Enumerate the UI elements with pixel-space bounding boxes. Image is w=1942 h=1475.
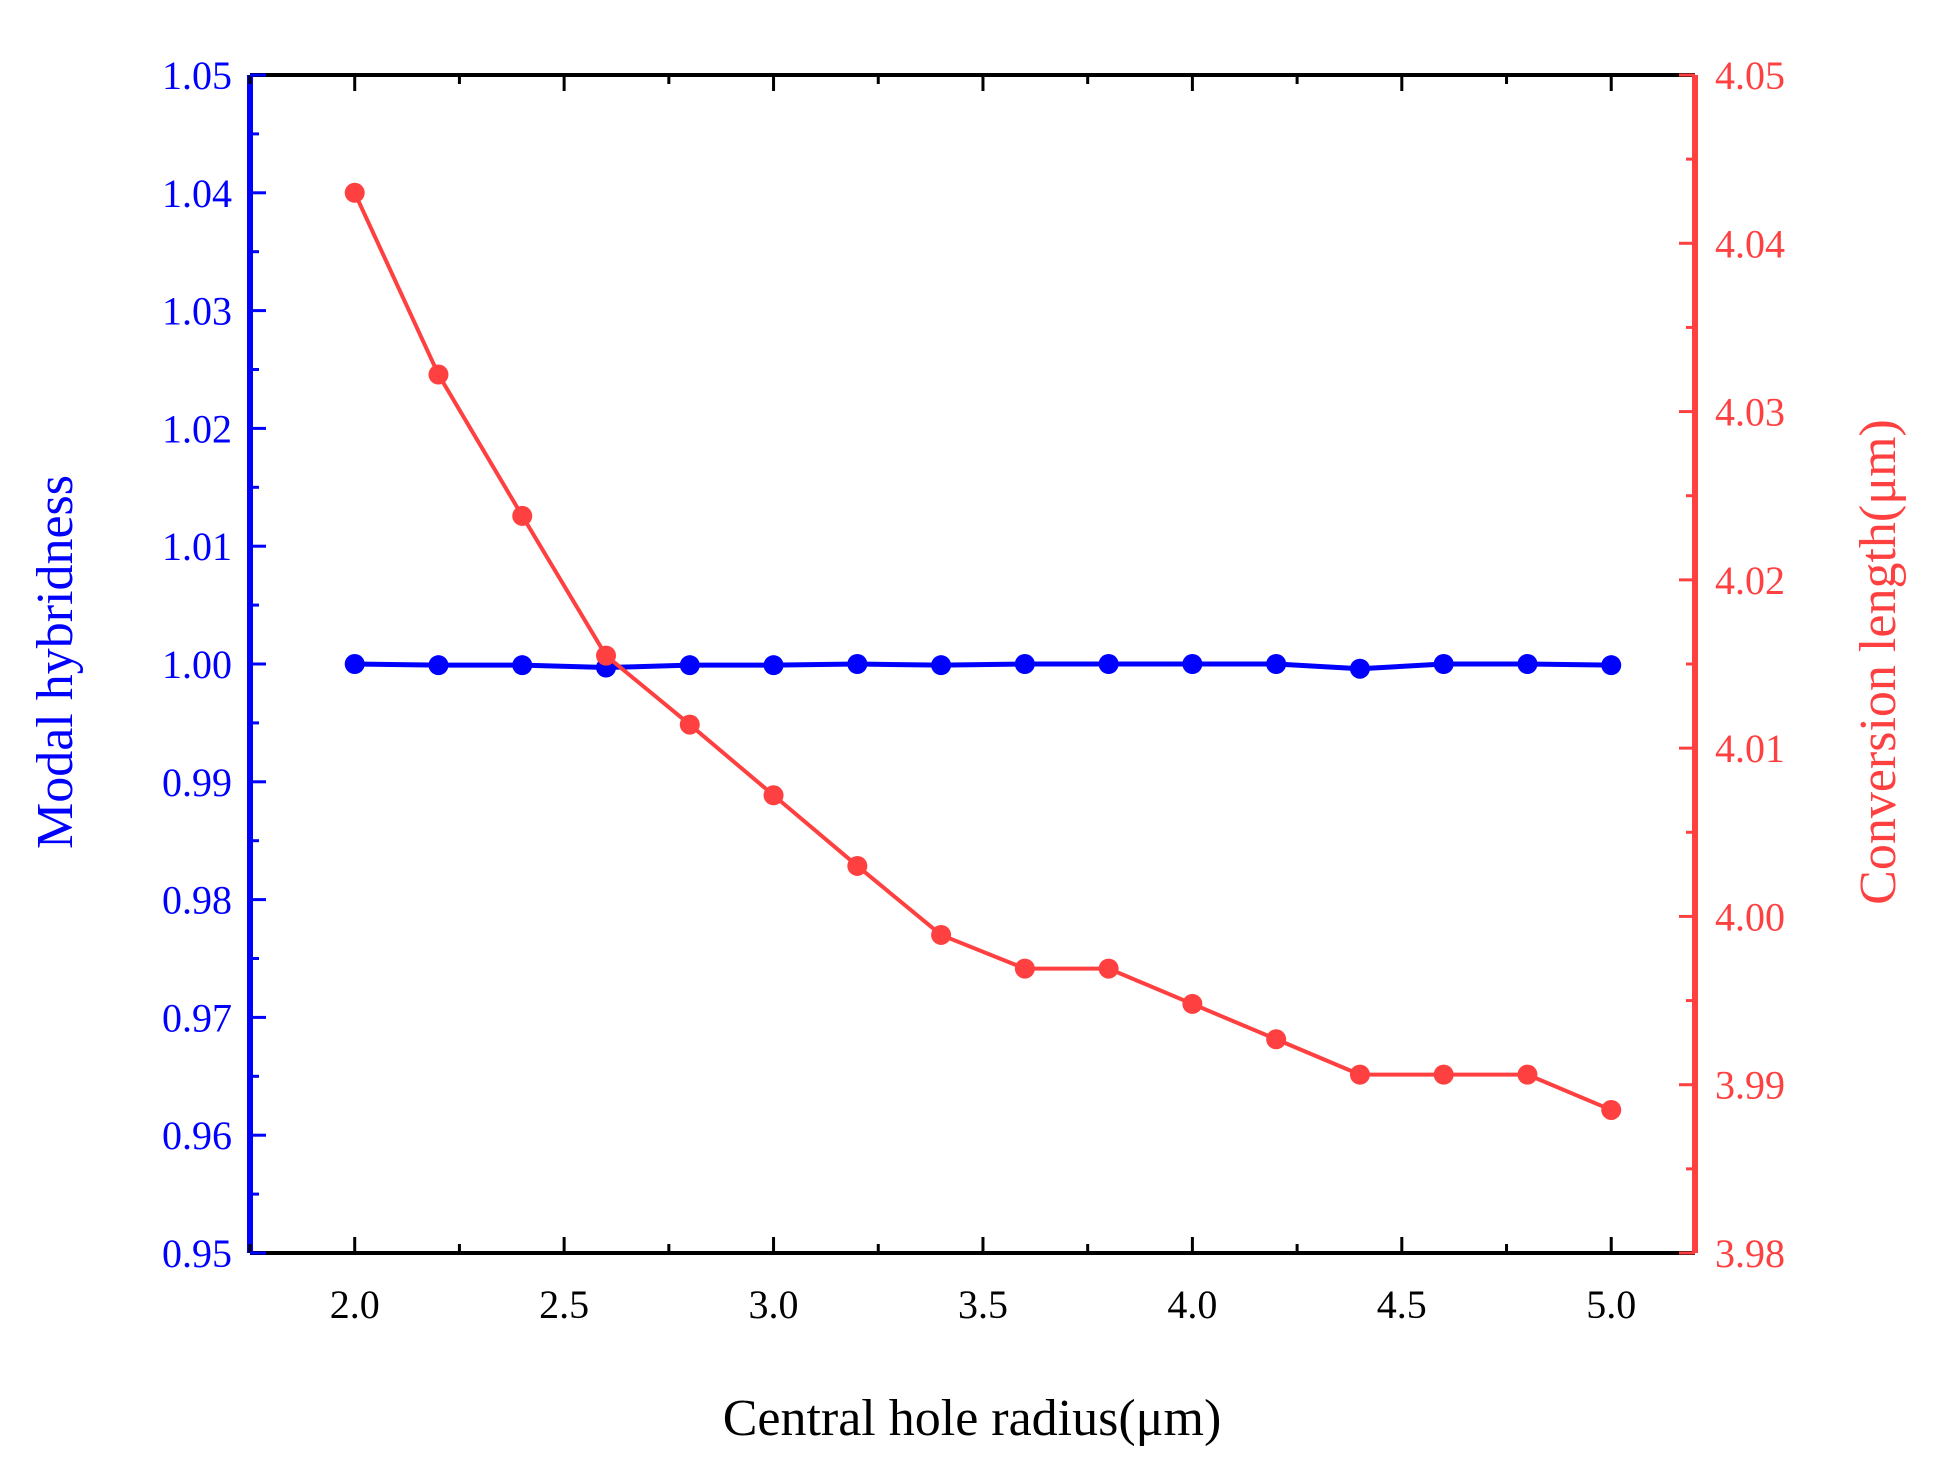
- x-tick-label: 2.5: [539, 1282, 589, 1327]
- data-point: [1014, 654, 1035, 674]
- y-left-tick-label: 1.04: [162, 171, 232, 216]
- x-tick-label: 4.0: [1167, 1282, 1217, 1327]
- y-left-tick-label: 0.98: [162, 878, 232, 923]
- y-right-tick-label: 4.02: [1715, 558, 1785, 603]
- data-point: [1266, 1029, 1287, 1050]
- y-left-tick-label: 1.01: [162, 524, 232, 569]
- data-point: [344, 182, 365, 203]
- data-point: [344, 654, 365, 674]
- y-right-axis-title: Conversion length(μm): [1850, 419, 1907, 905]
- x-axis-title: Central hole radius(μm): [723, 1390, 1222, 1447]
- data-point: [1601, 1099, 1622, 1120]
- labels-layer: Central hole radius(μm) Modal hybridness…: [27, 53, 1907, 1447]
- data-point: [1098, 654, 1119, 674]
- data-point: [1433, 1064, 1454, 1085]
- x-tick-label: 3.5: [958, 1282, 1008, 1327]
- data-point: [596, 645, 617, 666]
- y-left-tick-label: 0.96: [162, 1113, 232, 1158]
- data-point: [1014, 958, 1035, 979]
- axes: [247, 73, 1698, 1255]
- data-point: [1601, 655, 1622, 676]
- data-point: [428, 655, 449, 676]
- y-left-tick-label: 1.00: [162, 642, 232, 687]
- data-point: [763, 785, 784, 806]
- y-right-tick-label: 4.04: [1715, 221, 1785, 266]
- y-left-tick-label: 0.97: [162, 995, 232, 1040]
- y-left-tick-label: 1.03: [162, 289, 232, 334]
- y-right-tick-label: 4.03: [1715, 390, 1785, 435]
- y-left-tick-label: 1.05: [162, 53, 232, 98]
- data-point: [847, 654, 868, 674]
- data-point: [847, 855, 868, 876]
- data-point: [1182, 654, 1203, 674]
- data-point: [1517, 1064, 1538, 1085]
- data-point: [679, 655, 700, 676]
- data-point: [512, 505, 533, 526]
- data-point: [1182, 993, 1203, 1014]
- y-right-tick-label: 4.01: [1715, 726, 1785, 771]
- y-right-tick-label: 4.00: [1715, 894, 1785, 939]
- data-point: [679, 714, 700, 735]
- x-tick-label: 2.0: [330, 1282, 380, 1327]
- data-point: [1266, 654, 1287, 674]
- series-line: [354, 661, 1612, 672]
- data-point: [1517, 654, 1538, 674]
- series-conversion-length: [344, 182, 1622, 1120]
- x-tick-label: 3.0: [749, 1282, 799, 1327]
- data-point: [763, 655, 784, 676]
- y-right-tick-label: 3.99: [1715, 1063, 1785, 1108]
- data-point: [1349, 1064, 1370, 1085]
- series-modal-hybridness: [344, 654, 1622, 679]
- data-point: [931, 655, 952, 676]
- x-tick-label: 5.0: [1586, 1282, 1636, 1327]
- y-right-tick-label: 3.98: [1715, 1231, 1785, 1276]
- series-layer: [344, 182, 1622, 1120]
- data-point: [1098, 958, 1119, 979]
- y-left-tick-label: 0.99: [162, 760, 232, 805]
- data-point: [1349, 658, 1370, 679]
- y-left-tick-label: 0.95: [162, 1231, 232, 1276]
- y-left-tick-label: 1.02: [162, 406, 232, 451]
- x-tick-label: 4.5: [1377, 1282, 1427, 1327]
- series-line: [352, 191, 1613, 1112]
- data-point: [428, 364, 449, 385]
- data-point: [1433, 654, 1454, 674]
- data-point: [512, 655, 533, 676]
- y-left-axis-title: Modal hybridness: [27, 475, 84, 849]
- data-point: [931, 924, 952, 945]
- y-right-tick-label: 4.05: [1715, 53, 1785, 98]
